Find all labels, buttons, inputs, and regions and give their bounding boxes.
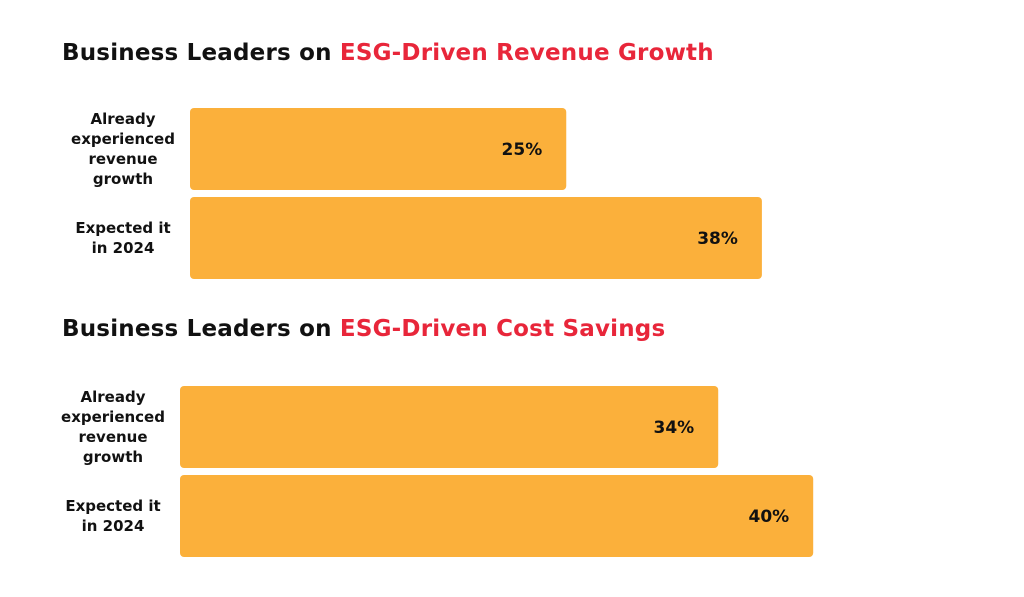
cost-savings-chart: Business Leaders on ESG-Driven Cost Savi… — [0, 290, 1024, 590]
chart-title: Business Leaders on ESG-Driven Cost Savi… — [62, 316, 665, 342]
category-label: Already experienced revenue growth — [61, 388, 165, 466]
bar-0 — [180, 386, 719, 468]
chart-title-accent: ESG-Driven Revenue Growth — [339, 40, 714, 66]
bar-value-label: 40% — [748, 507, 789, 527]
revenue-growth-bars: 25% Already experienced revenue growth 38% Exp… — [71, 108, 762, 279]
bar-0 — [190, 108, 567, 190]
category-label: Expected it in 2024 — [65, 497, 160, 535]
chart-title-lead: Business Leaders on — [62, 316, 340, 342]
bar-1 — [190, 197, 762, 279]
chart-title-accent: ESG-Driven Cost Savings — [339, 316, 666, 342]
revenue-growth-chart: Business Leaders on ESG-Driven Revenue G… — [0, 0, 1024, 290]
bar-value-label: 38% — [697, 229, 738, 249]
bar-value-label: 34% — [654, 418, 695, 438]
cost-savings-bars: 34% Already experienced revenue growth 40% Exp… — [61, 386, 814, 557]
bar-value-label: 25% — [502, 140, 543, 160]
chart-title-lead: Business Leaders on — [62, 40, 340, 66]
category-label: Expected it in 2024 — [75, 219, 170, 257]
chart-title: Business Leaders on ESG-Driven Revenue G… — [62, 40, 714, 66]
bar-1 — [180, 475, 814, 557]
category-label: Already experienced revenue growth — [71, 110, 175, 188]
